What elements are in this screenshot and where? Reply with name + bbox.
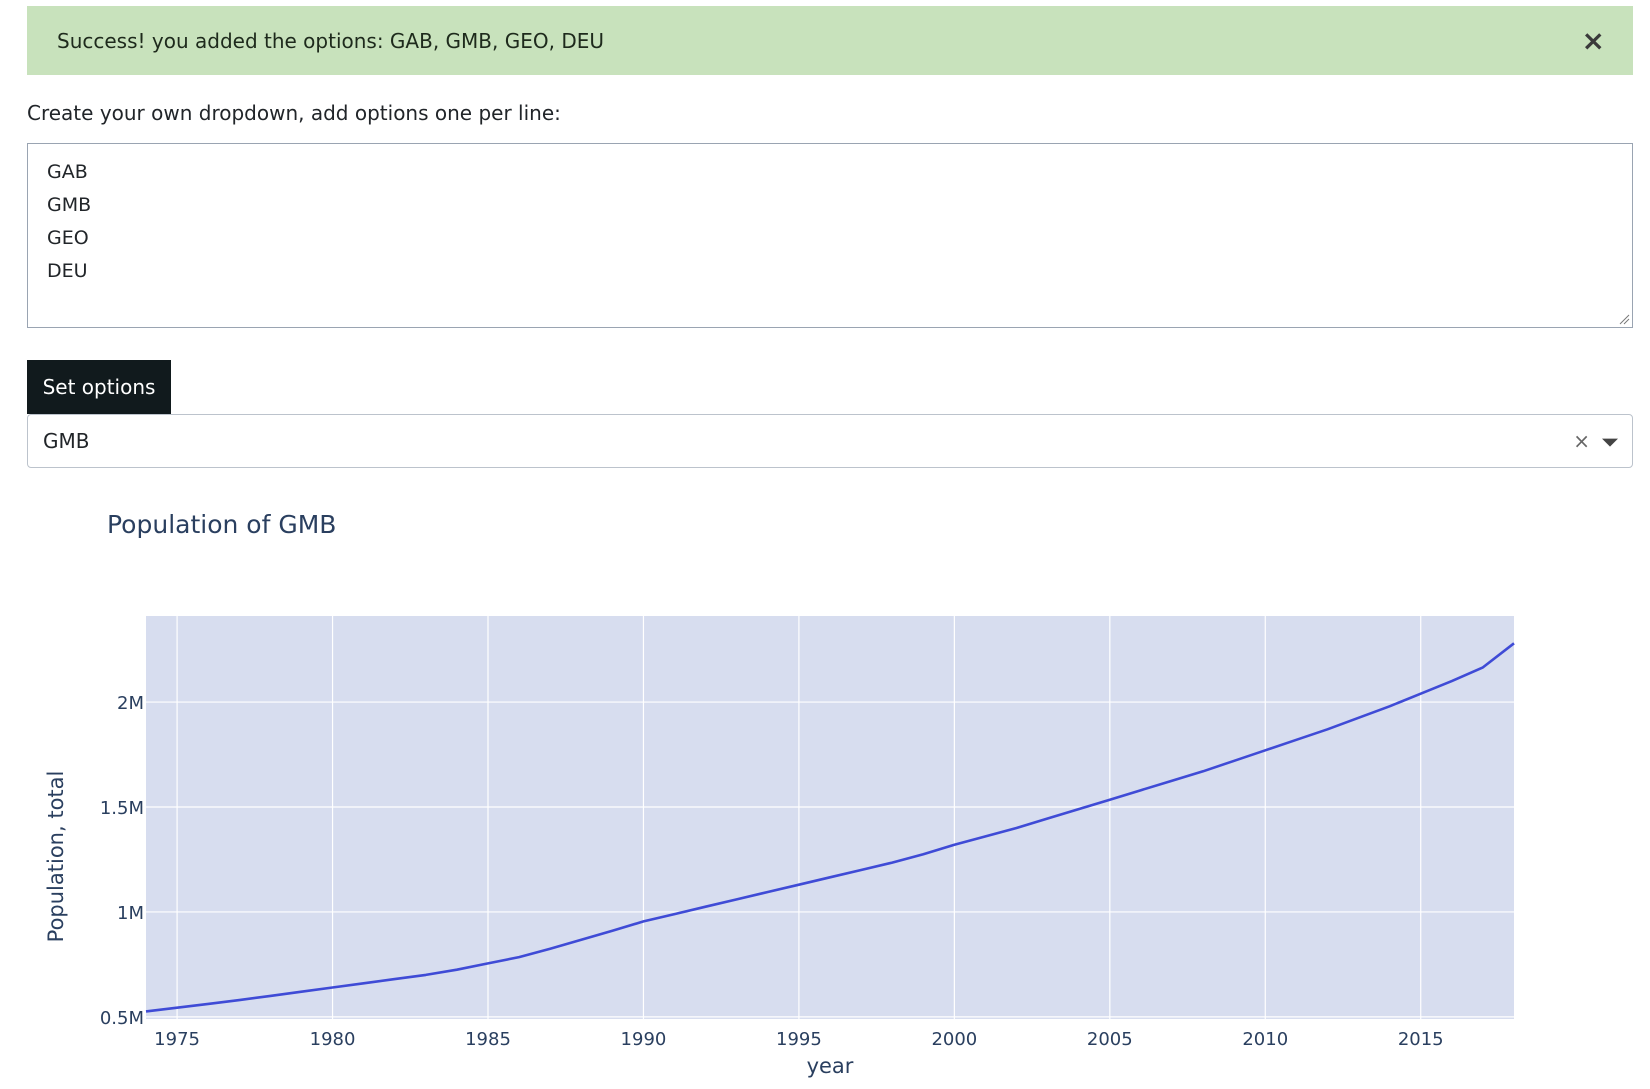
alert-message: Success! you added the options: GAB, GMB… <box>57 28 605 53</box>
x-tick-label: 2010 <box>1242 1029 1288 1050</box>
y-tick-label: 2M <box>117 693 144 714</box>
set-options-button[interactable]: Set options <box>27 360 171 414</box>
y-axis-label: Population, total <box>44 771 68 943</box>
x-axis-label: year <box>807 1054 854 1078</box>
dropdown-selected-value: GMB <box>43 429 90 453</box>
textarea-line: GMB <box>47 194 92 216</box>
options-textarea[interactable]: GAB GMB GEO DEU <box>27 143 1633 328</box>
x-tick-label: 1995 <box>776 1029 822 1050</box>
country-dropdown[interactable]: GMB × <box>27 414 1633 468</box>
textarea-line: DEU <box>47 260 88 282</box>
y-tick-label: 1.5M <box>100 798 144 819</box>
y-tick-label: 0.5M <box>100 1008 144 1029</box>
chart-title: Population of GMB <box>107 510 336 539</box>
x-tick-label: 2015 <box>1398 1029 1444 1050</box>
textarea-line: GEO <box>47 227 89 249</box>
x-tick-label: 1985 <box>465 1029 511 1050</box>
close-icon[interactable]: × <box>1581 23 1605 57</box>
population-chart: Population of GMB 1975 1980 1985 1990 1995 200… <box>44 510 1515 1078</box>
x-tick-label: 1990 <box>621 1029 667 1050</box>
success-alert: Success! you added the options: GAB, GMB… <box>27 6 1633 75</box>
x-tick-label: 1980 <box>310 1029 356 1050</box>
instructions-label: Create your own dropdown, add options on… <box>27 101 561 125</box>
population-series-line <box>145 642 1515 1013</box>
chevron-down-icon[interactable] <box>1602 438 1618 447</box>
x-tick-label: 2005 <box>1087 1029 1133 1050</box>
x-tick-label: 1975 <box>154 1029 200 1050</box>
x-tick-label: 2000 <box>931 1029 977 1050</box>
clear-icon[interactable]: × <box>1573 429 1590 453</box>
textarea-line: GAB <box>47 161 88 183</box>
resize-handle-icon[interactable] <box>1618 313 1630 325</box>
y-tick-label: 1M <box>117 903 144 924</box>
plot-background <box>146 616 1514 1019</box>
